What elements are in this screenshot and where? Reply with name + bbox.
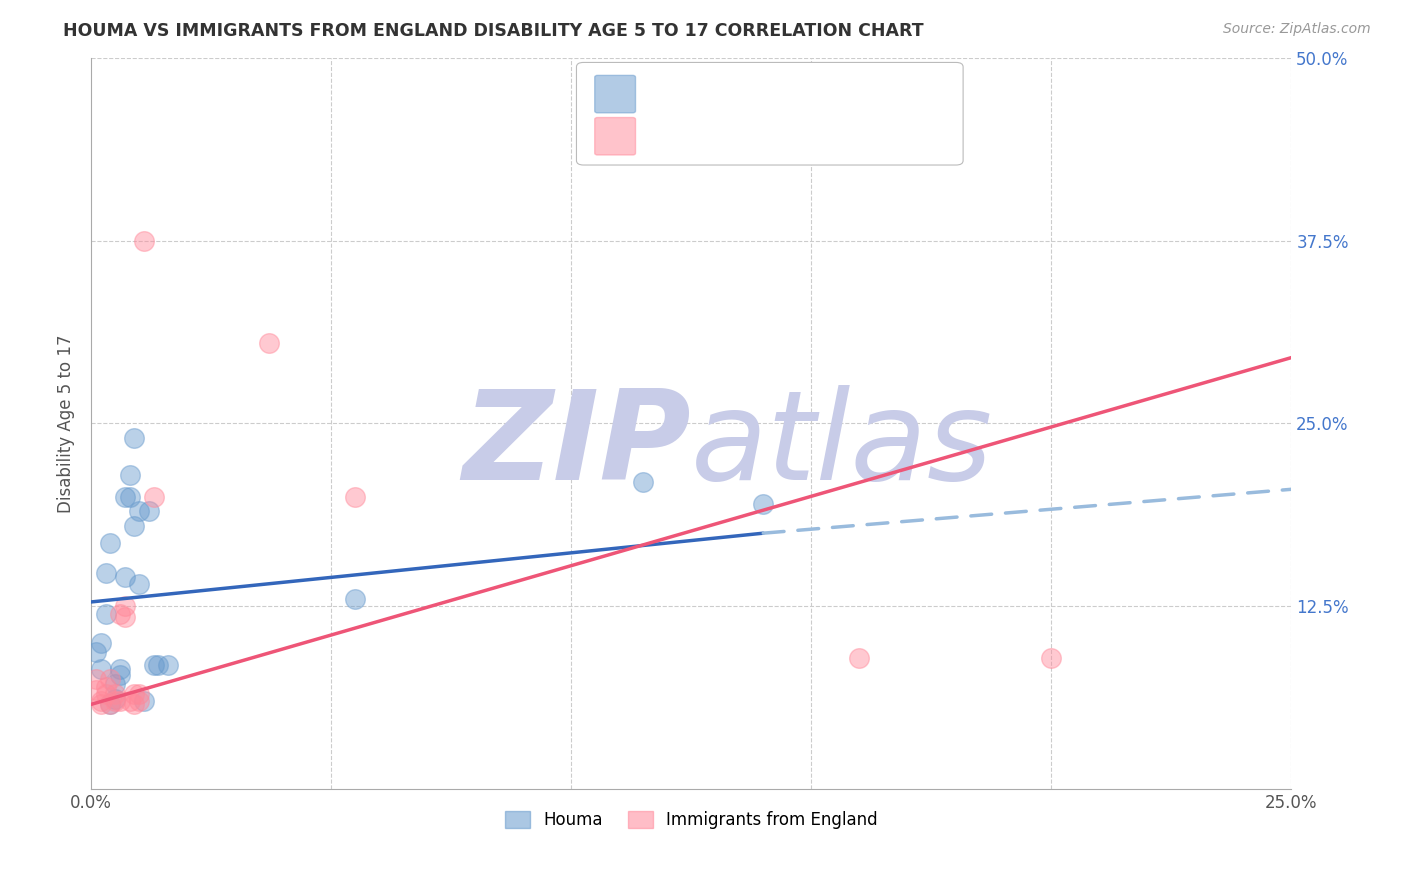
Point: [98, 698, 121, 712]
Text: HOUMA VS IMMIGRANTS FROM ENGLAND DISABILITY AGE 5 TO 17 CORRELATION CHART: HOUMA VS IMMIGRANTS FROM ENGLAND DISABIL…: [63, 22, 924, 40]
Point: [98, 673, 121, 687]
Text: 0.132: 0.132: [685, 86, 737, 104]
Point: [124, 431, 146, 445]
Point: [84, 645, 107, 659]
Point: [104, 691, 127, 706]
Point: [1305, 65, 1327, 79]
Point: [118, 694, 141, 708]
Point: [148, 657, 170, 672]
Point: [90, 662, 112, 676]
Point: [132, 234, 155, 248]
Text: N =: N =: [738, 86, 786, 104]
Point: [98, 536, 121, 550]
Point: [84, 673, 107, 687]
Point: [124, 519, 146, 533]
Text: atlas: atlas: [692, 384, 994, 506]
Point: [94, 680, 117, 694]
Point: [94, 607, 117, 621]
Point: [104, 687, 127, 701]
Point: [344, 592, 367, 607]
Point: [128, 577, 150, 591]
Point: [118, 490, 141, 504]
Point: [128, 694, 150, 708]
Text: 27: 27: [789, 86, 813, 104]
Point: [104, 677, 127, 691]
Point: [142, 490, 165, 504]
Point: [108, 607, 131, 621]
Point: [114, 609, 136, 624]
Point: [108, 662, 131, 676]
Point: [156, 657, 179, 672]
Point: [142, 657, 165, 672]
Point: [114, 570, 136, 584]
Text: R =: R =: [643, 128, 679, 146]
Point: [1040, 650, 1063, 665]
Point: [132, 694, 155, 708]
Point: [257, 336, 280, 351]
Text: 0.457: 0.457: [685, 128, 737, 146]
Point: [98, 698, 121, 712]
Point: [138, 504, 160, 518]
Legend: Houma, Immigrants from England: Houma, Immigrants from England: [498, 805, 884, 836]
Point: [90, 698, 112, 712]
Text: Source: ZipAtlas.com: Source: ZipAtlas.com: [1223, 22, 1371, 37]
Point: [114, 490, 136, 504]
Point: [104, 694, 127, 708]
Point: [118, 467, 141, 482]
Point: [128, 504, 150, 518]
Point: [94, 566, 117, 580]
Y-axis label: Disability Age 5 to 17: Disability Age 5 to 17: [58, 334, 75, 513]
Point: [128, 687, 150, 701]
Point: [90, 636, 112, 650]
Point: [94, 687, 117, 701]
Point: [344, 490, 367, 504]
Point: [124, 687, 146, 701]
Point: [631, 475, 654, 489]
Point: [114, 599, 136, 614]
Text: N =: N =: [738, 128, 786, 146]
Point: [124, 698, 146, 712]
Point: [108, 668, 131, 682]
Text: ZIP: ZIP: [463, 384, 692, 506]
Point: [90, 694, 112, 708]
Point: [108, 694, 131, 708]
Text: 26: 26: [789, 128, 811, 146]
Point: [84, 682, 107, 697]
Point: [752, 497, 775, 511]
Text: R =: R =: [643, 86, 679, 104]
Point: [848, 650, 870, 665]
